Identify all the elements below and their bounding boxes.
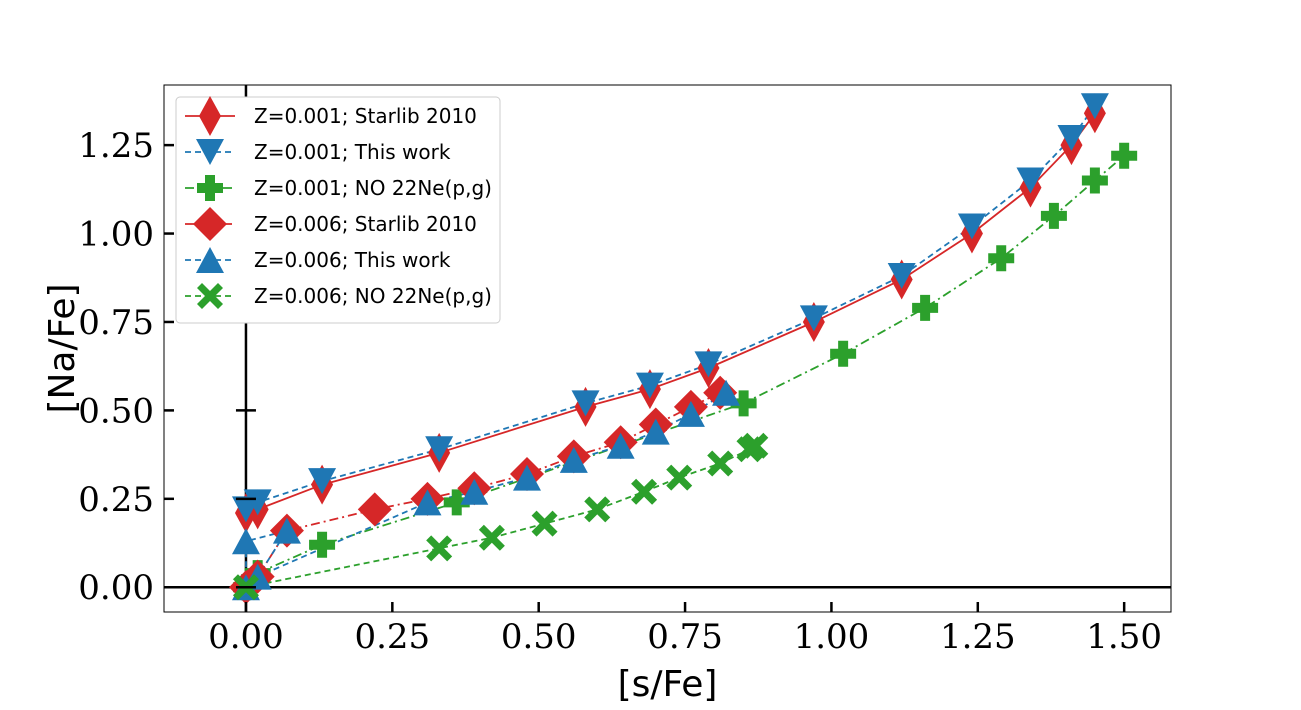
series-2-point [1016, 167, 1045, 194]
series-3-point [988, 245, 1015, 272]
series-5-point [559, 446, 588, 473]
y-tick-label: 1.25 [78, 126, 154, 166]
series-6-line [245, 445, 756, 589]
series-5-point [512, 464, 541, 491]
series-2-point [887, 262, 916, 289]
series-6-point [742, 432, 769, 459]
x-tick-label: 1.25 [940, 617, 1016, 657]
y-tick-label: 0.50 [78, 391, 154, 431]
series-5-point [641, 418, 670, 445]
legend: Z=0.001; Starlib 2010 Z=0.001; This work Z… [175, 96, 501, 324]
y-axis-title: [Na/Fe] [42, 283, 83, 413]
series-2-point [425, 436, 454, 463]
series-5-point [606, 432, 635, 459]
series-3-point [443, 489, 470, 516]
series-6-point [531, 510, 558, 537]
series-4-point [357, 492, 392, 527]
legend-label-6: Z=0.006; NO 22Ne(p,g) [254, 284, 492, 308]
series-6-point [478, 524, 505, 551]
legend-swatch-marker-5 [196, 247, 224, 273]
plot-area [164, 85, 1171, 612]
series-2-point [571, 390, 600, 417]
series-5-point [676, 400, 705, 427]
series-5-point [413, 489, 442, 516]
series-5-point [460, 478, 489, 505]
series-2-point [694, 351, 723, 378]
axes-frame [163, 84, 1172, 613]
y-tick-label: 0.00 [78, 568, 154, 608]
x-tick-label: 1.50 [1086, 617, 1162, 657]
legend-swatch-marker-6 [197, 283, 223, 309]
legend-swatch-marker-3 [197, 175, 223, 201]
series-2-point [1057, 125, 1086, 152]
x-tick-label: 0.75 [647, 617, 723, 657]
y-tick-label: 0.75 [78, 303, 154, 343]
series-2-point [1080, 93, 1109, 120]
series-6-point [666, 464, 693, 491]
x-tick-label: 1.00 [794, 617, 870, 657]
legend-label-1: Z=0.001; Starlib 2010 [254, 104, 477, 128]
series-6-point [426, 535, 453, 562]
series-3-point [1040, 202, 1067, 229]
series-2-point [308, 468, 337, 495]
series-3-point [309, 531, 336, 558]
x-tick-label: 0.50 [501, 617, 577, 657]
legend-label-2: Z=0.001; This work [254, 140, 451, 164]
series-2-point [957, 213, 986, 240]
series-3-point [730, 390, 757, 417]
series-6-point [707, 450, 734, 477]
y-tick-label: 0.25 [78, 480, 154, 520]
series-3-point [1111, 142, 1138, 169]
series-3-point [912, 294, 939, 321]
series-5-point [231, 528, 260, 555]
x-tick-label: 0.25 [354, 617, 430, 657]
series-5-point [272, 517, 301, 544]
x-axis-title: [s/Fe] [618, 664, 718, 705]
legend-box [175, 96, 501, 324]
series-3-line [245, 155, 1125, 588]
series-2-point [243, 489, 272, 516]
legend-swatch-marker-2 [196, 139, 224, 165]
legend-swatch-marker-1 [199, 96, 221, 136]
axes: 0.00 0.25 0.50 0.75 1.00 1.25 1.50 0.00 0.25 0.50… [78, 84, 1172, 657]
y-tick-label: 1.00 [78, 215, 154, 255]
series-6-point [631, 478, 658, 505]
legend-label-3: Z=0.001; NO 22Ne(p,g) [254, 176, 492, 200]
series-3-point [1081, 167, 1108, 194]
series-2-point [635, 372, 664, 399]
series-2-point [799, 305, 828, 332]
series-6-point [584, 496, 611, 523]
legend-label-4: Z=0.006; Starlib 2010 [254, 212, 477, 236]
x-tick-label: 0.00 [208, 617, 284, 657]
series-5-point [712, 379, 741, 406]
legend-swatch-marker-4 [193, 207, 227, 241]
legend-label-5: Z=0.006; This work [254, 248, 451, 272]
series-3-point [830, 340, 857, 367]
